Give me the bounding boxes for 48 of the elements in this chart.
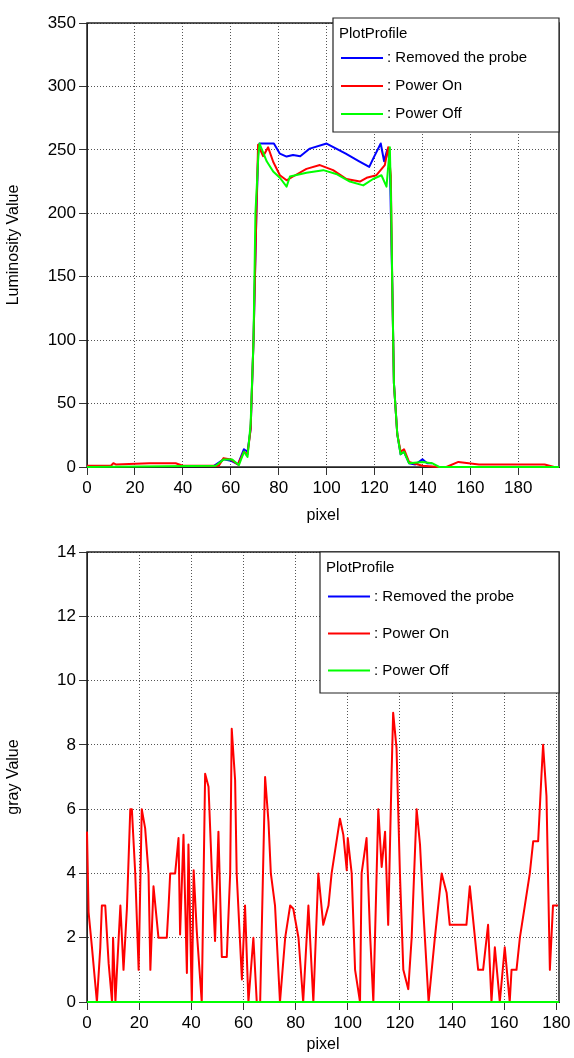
- y-tick-label: 350: [47, 12, 76, 32]
- y-tick-label: 12: [57, 605, 76, 625]
- x-axis-title: pixel: [306, 1034, 340, 1052]
- x-tick-label: 160: [456, 477, 485, 497]
- x-tick-label: 180: [504, 477, 533, 497]
- y-axis-title: gray Value: [4, 739, 22, 815]
- y-tick-label: 8: [66, 734, 76, 754]
- x-tick-label: 80: [269, 477, 289, 497]
- y-tick-label: 0: [66, 456, 76, 476]
- y-tick-label: 14: [57, 541, 76, 561]
- y-tick-label: 150: [47, 266, 76, 286]
- x-tick-label: 60: [221, 477, 241, 497]
- x-tick-label: 120: [385, 1012, 415, 1032]
- y-tick-label: 200: [47, 202, 76, 222]
- x-tick-label: 40: [181, 1012, 201, 1032]
- x-tick-label: 0: [82, 477, 92, 497]
- y-tick-label: 6: [66, 798, 76, 818]
- x-tick-label: 80: [286, 1012, 306, 1032]
- legend-label: : Power Off: [387, 104, 463, 122]
- x-tick-label: 160: [490, 1012, 519, 1032]
- legend-title: PlotProfile: [326, 558, 395, 576]
- legend-label: : Power On: [387, 76, 463, 94]
- x-tick-label: 180: [542, 1012, 571, 1032]
- x-tick-label: 40: [173, 477, 193, 497]
- x-tick-label: 60: [234, 1012, 253, 1032]
- y-tick-label: 100: [47, 329, 76, 349]
- y-tick-label: 2: [66, 927, 76, 947]
- y-tick-label: 10: [57, 670, 76, 690]
- x-tick-label: 120: [360, 477, 389, 497]
- legend-label: : Power Off: [374, 660, 450, 678]
- y-tick-label: 0: [66, 991, 76, 1011]
- y-tick-label: 50: [57, 393, 76, 413]
- x-tick-label: 0: [82, 1012, 92, 1032]
- legend-label: : Power On: [374, 623, 450, 641]
- y-tick-label: 250: [47, 139, 76, 159]
- legend-title: PlotProfile: [339, 24, 408, 42]
- x-tick-label: 100: [333, 1012, 362, 1032]
- y-tick-label: 300: [47, 76, 76, 96]
- legend-label: : Removed the probe: [374, 586, 515, 604]
- x-tick-label: 20: [125, 477, 145, 497]
- y-axis-title: Luminosity Value: [4, 184, 22, 306]
- x-tick-label: 140: [437, 1012, 467, 1032]
- x-tick-label: 100: [312, 477, 341, 497]
- y-tick-label: 4: [66, 863, 76, 883]
- x-tick-label: 20: [129, 1012, 149, 1032]
- x-axis-title: pixel: [306, 505, 340, 523]
- x-tick-label: 140: [408, 477, 437, 497]
- legend-label: : Removed the probe: [387, 48, 528, 66]
